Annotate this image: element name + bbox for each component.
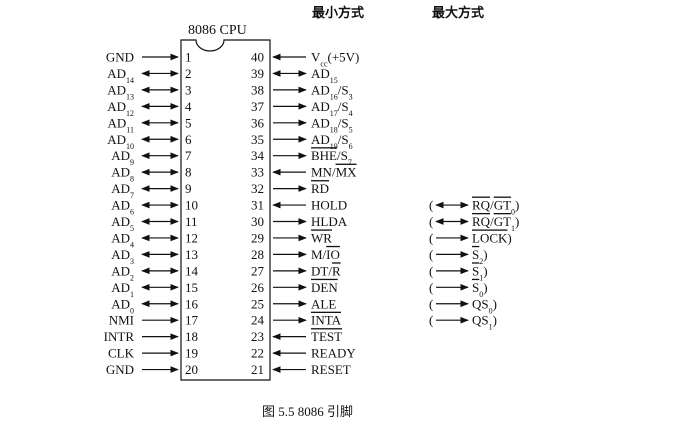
open-paren: ( <box>429 296 433 311</box>
pin-19-label: CLK <box>108 346 135 361</box>
pin-28-label: M/IO <box>311 247 340 262</box>
pin-number: 15 <box>185 280 198 295</box>
pin-27: 27 DT/R <box>251 263 341 278</box>
pin-number: 31 <box>251 198 264 213</box>
pin-1-label: GND <box>106 50 134 65</box>
pin-number: 16 <box>185 296 199 311</box>
pin-30: 30 HLDA <box>251 214 348 229</box>
pin-28: 28 M/IO <box>251 247 340 262</box>
pin-number: 19 <box>185 346 198 361</box>
pin-number: 27 <box>251 263 265 278</box>
pin-32: 32 RD <box>251 181 329 196</box>
pin-number: 40 <box>251 50 264 65</box>
pin-31-label: HOLD <box>311 198 347 213</box>
open-paren: ( <box>429 313 433 328</box>
pin-19: CLK 19 <box>108 346 198 361</box>
pin-22-label: READY <box>311 346 356 361</box>
open-paren: ( <box>429 214 433 229</box>
pin-number: 38 <box>251 82 264 97</box>
pin-number: 23 <box>251 329 264 344</box>
min-mode-label: 最小方式 <box>312 5 364 20</box>
pin-32-label: RD <box>311 181 329 196</box>
pin-26-label: DEN <box>311 280 338 295</box>
pin-25: 25 ALE <box>251 296 336 311</box>
pin-number: 12 <box>185 230 198 245</box>
pin-number: 26 <box>251 280 265 295</box>
pin-number: 10 <box>185 198 198 213</box>
right-pins: 40 Vcc(+5V)39 AD1538 AD16/S337 AD17/S436 AD18… <box>251 50 359 378</box>
pin-number: 25 <box>251 296 264 311</box>
pin-number: 22 <box>251 346 264 361</box>
open-paren: ( <box>429 280 433 295</box>
pin-number: 6 <box>185 132 192 147</box>
pin-number: 24 <box>251 313 265 328</box>
pin-17: NMI 17 <box>109 313 199 328</box>
pin-23-label: TEST <box>311 329 342 344</box>
pin-26: 26 DEN <box>251 280 338 295</box>
pin-33-label: MN/MX <box>311 165 357 180</box>
pin-29: 29 WR <box>251 230 332 245</box>
pin-18-label: INTR <box>104 329 135 344</box>
max-mode-signals: (RQ/GT0)(RQ/GT1)(LOCK)(S2)(S1)(S0)(QS0)(… <box>429 198 519 332</box>
pin-number: 14 <box>185 263 199 278</box>
pin-25-label: ALE <box>311 296 336 311</box>
pin-number: 21 <box>251 362 264 377</box>
pin-33: 33 MN/MX <box>251 165 357 180</box>
pin-27-label: DT/R <box>311 263 341 278</box>
pin-number: 9 <box>185 181 192 196</box>
pin-22: 22 READY <box>251 346 356 361</box>
pin-number: 8 <box>185 165 192 180</box>
pin-number: 37 <box>251 99 265 114</box>
pin-number: 35 <box>251 132 264 147</box>
pin-number: 1 <box>185 50 192 65</box>
pin-number: 3 <box>185 82 192 97</box>
open-paren: ( <box>429 230 433 245</box>
pin-number: 28 <box>251 247 264 262</box>
pin-31: 31 HOLD <box>251 198 347 213</box>
pin-21-label: RESET <box>311 362 351 377</box>
pin-23: 23 TEST <box>251 329 342 344</box>
pin-20-label: GND <box>106 362 134 377</box>
open-paren: ( <box>429 263 433 278</box>
pin-number: 13 <box>185 247 198 262</box>
max-mode-signal: ( QS1) <box>429 313 497 332</box>
pin-number: 17 <box>185 313 199 328</box>
pin-number: 36 <box>251 115 265 130</box>
pin-number: 7 <box>185 148 192 163</box>
figure-caption: 图 5.5 8086 引脚 <box>262 404 353 419</box>
left-pins: GND 1AD14 2AD13 3AD12 4AD11 5AD10 6AD9 7AD8 8AD7… <box>104 50 199 378</box>
pin-1: GND 1 <box>106 50 192 65</box>
pin-17-label: NMI <box>109 313 134 328</box>
pin-number: 11 <box>185 214 198 229</box>
pin-24: 24 INTA <box>251 313 342 328</box>
pin-number: 39 <box>251 66 264 81</box>
chip-title: 8086 CPU <box>188 23 247 38</box>
max-mode-signal: ( LOCK) <box>429 230 512 245</box>
pin-number: 32 <box>251 181 264 196</box>
pin-number: 29 <box>251 230 264 245</box>
pin-number: 18 <box>185 329 198 344</box>
pin-24-label: INTA <box>311 313 342 328</box>
open-paren: ( <box>429 198 433 213</box>
pin-21: 21 RESET <box>251 362 351 377</box>
pin-20: GND 20 <box>106 362 198 377</box>
pin-number: 5 <box>185 115 192 130</box>
pin-29-label: WR <box>311 230 332 245</box>
max-mode-label: QS1) <box>472 313 497 332</box>
pin-40: 40 Vcc(+5V) <box>251 50 359 69</box>
max-mode-label: 最大方式 <box>432 5 484 20</box>
pin-number: 33 <box>251 165 264 180</box>
max-mode-label: LOCK) <box>472 230 512 245</box>
pin-30-label: HLDA <box>311 214 348 229</box>
pin-number: 30 <box>251 214 264 229</box>
pin-number: 34 <box>251 148 265 163</box>
pin-number: 2 <box>185 66 192 81</box>
open-paren: ( <box>429 247 433 262</box>
pin-number: 4 <box>185 99 192 114</box>
pin-number: 20 <box>185 362 198 377</box>
pin-18: INTR 18 <box>104 329 198 344</box>
